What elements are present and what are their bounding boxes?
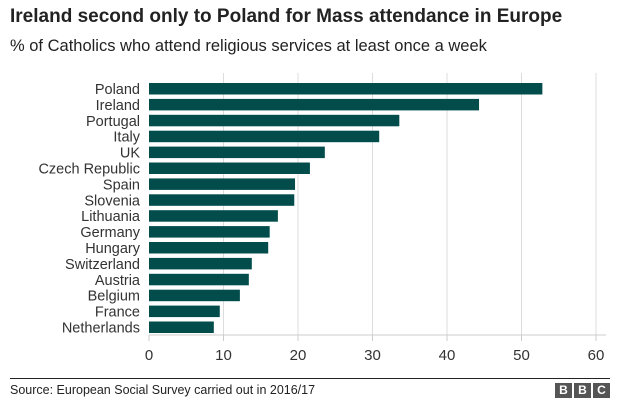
bar [149, 130, 380, 143]
category-label: Spain [103, 177, 140, 193]
category-label: Czech Republic [38, 162, 140, 178]
bar [149, 257, 252, 270]
bar [149, 162, 310, 174]
category-label: Portugal [86, 114, 140, 130]
chart-subtitle: % of Catholics who attend religious serv… [10, 37, 487, 55]
x-tick-label: 50 [513, 347, 530, 364]
bar [149, 146, 325, 159]
category-label: Poland [95, 82, 140, 98]
category-label: Austria [95, 273, 141, 289]
bar [149, 194, 295, 206]
x-tick-label: 30 [364, 347, 381, 364]
footer-divider [10, 378, 610, 379]
category-label: France [95, 305, 140, 321]
x-tick-label: 60 [588, 347, 605, 364]
x-tick-label: 0 [145, 347, 153, 364]
category-label: Germany [80, 225, 140, 241]
bar [149, 305, 220, 318]
x-tick-label: 40 [439, 347, 456, 364]
bar [149, 178, 296, 190]
category-label: Slovenia [84, 193, 141, 209]
bar [149, 98, 480, 111]
x-tick-label: 20 [290, 347, 307, 364]
x-tick-label: 10 [215, 347, 232, 364]
source-note: Source: European Social Survey carried o… [10, 383, 316, 397]
category-label: Hungary [85, 241, 141, 257]
category-label: Italy [113, 130, 140, 146]
bar [149, 226, 270, 238]
bar [149, 273, 249, 286]
bar [149, 83, 543, 95]
category-label: Ireland [96, 98, 140, 114]
category-label: UK [120, 146, 140, 162]
category-label: Belgium [88, 289, 140, 305]
bar [149, 210, 278, 222]
chart-title: Ireland second only to Poland for Mass a… [10, 6, 563, 27]
category-label: Netherlands [62, 321, 140, 337]
category-label: Lithuania [81, 209, 141, 225]
bar [149, 114, 400, 127]
bar [149, 321, 214, 333]
bar [149, 289, 240, 302]
bar [149, 242, 269, 254]
category-label: Switzerland [65, 257, 140, 273]
